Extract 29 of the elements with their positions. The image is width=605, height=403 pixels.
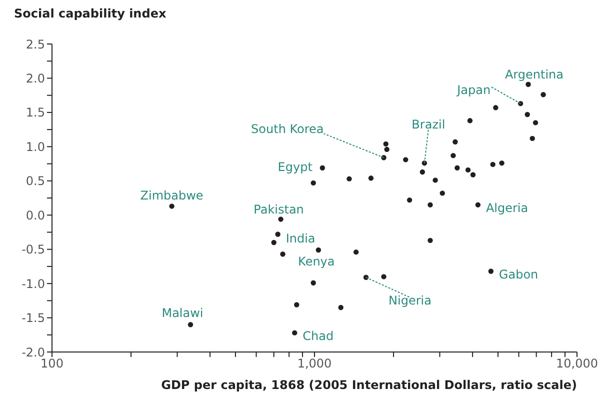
y-tick-label: -1.5 [22,311,45,326]
annotation: Brazil [412,117,446,132]
y-tick-label: 1.0 [26,140,45,154]
annotation: Egypt [278,160,313,174]
annotation: Zimbabwe [140,188,204,202]
y-tick-label: 0.5 [26,174,45,188]
y-tick-label: 2.0 [26,71,45,86]
y-tick-label: 1.5 [26,106,45,120]
annotation: Gabon [498,268,538,282]
annotation: Chad [302,329,334,344]
annotation: Kenya [298,254,335,268]
x-tick-label: 1,000 [297,356,332,371]
y-axis-title: Social capability index [14,6,166,20]
annotation: Nigeria [388,294,432,308]
y-tick-label: 2.5 [26,37,45,52]
annotation: Malawi [162,306,204,320]
annotation: Algeria [486,201,528,216]
x-tick-label: 100 [40,356,64,371]
x-axis-title: GDP per capita, 1868 (2005 International Dollars, ratio scale) [161,378,577,392]
annotation: South Korea [251,122,324,136]
y-tick-label: -2.0 [22,345,45,360]
annotation: Argentina [504,68,564,82]
y-tick-label: -1.0 [22,276,45,291]
y-tick-label: -0.5 [22,242,45,257]
x-tick-label: 10,000 [556,356,598,371]
annotation: Pakistan [254,202,304,216]
annotation: Japan [456,82,491,97]
y-tick-label: 0.0 [26,208,45,222]
annotation: India [286,232,316,246]
